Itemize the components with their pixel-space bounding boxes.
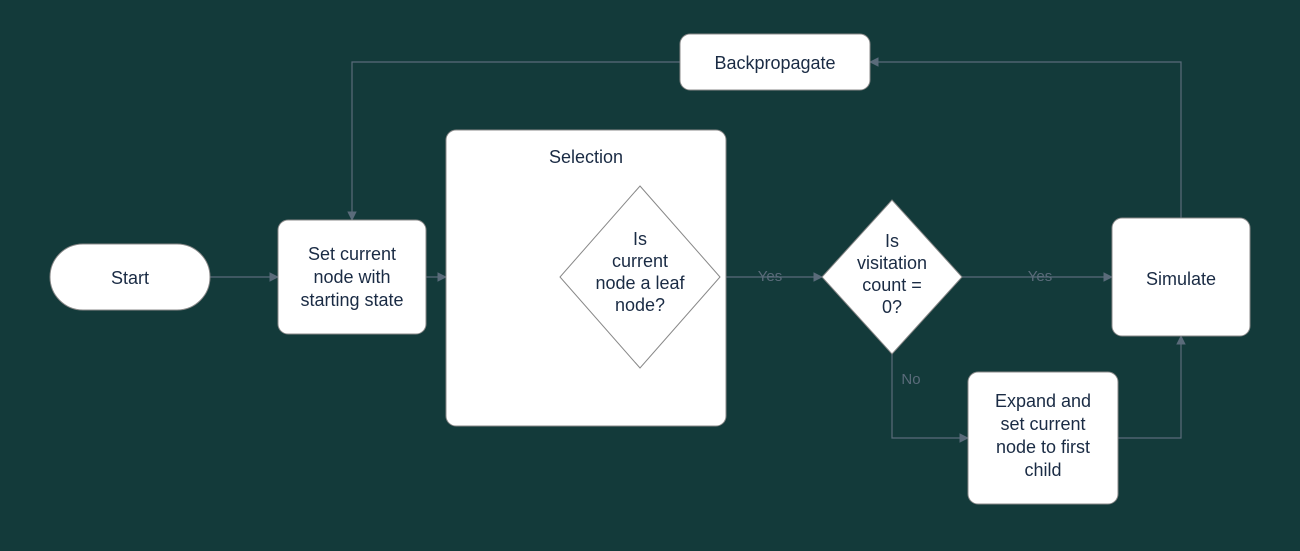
selection-group-title: Selection: [549, 147, 623, 167]
flowchart-canvas: Yes No Yes No Start Set current node wit…: [0, 0, 1300, 551]
node-backprop-label: Backpropagate: [714, 53, 835, 73]
edge-simulate-to-backprop: [870, 62, 1181, 218]
node-start-label: Start: [111, 268, 149, 288]
edge-label-leaf-yes: Yes: [758, 268, 782, 285]
node-expand-line4: child: [1024, 460, 1061, 480]
node-leafq-line2: current: [612, 251, 668, 271]
edge-visitq-to-expand: [892, 354, 968, 438]
node-leafq-line3: node a leaf: [595, 273, 685, 293]
node-visitq-line4: 0?: [882, 297, 902, 317]
node-simulate-label: Simulate: [1146, 269, 1216, 289]
node-leafq-line1: Is: [633, 229, 647, 249]
edge-expand-to-simulate: [1118, 336, 1181, 438]
node-expand-line3: node to first: [996, 437, 1090, 457]
node-expand-line2: set current: [1000, 414, 1085, 434]
node-visitq-line1: Is: [885, 231, 899, 251]
edge-label-visit-yes: Yes: [1028, 268, 1052, 285]
node-leafq-line4: node?: [615, 295, 665, 315]
node-visitq-line2: visitation: [857, 253, 927, 273]
node-setcurrent-line2: node with: [313, 267, 390, 287]
node-expand: Expand and set current node to first chi…: [968, 372, 1118, 504]
node-start: Start: [50, 244, 210, 310]
node-setcurrent: Set current node with starting state: [278, 220, 426, 334]
node-setcurrent-line3: starting state: [300, 290, 403, 310]
edge-label-visit-no: No: [901, 371, 920, 388]
node-simulate: Simulate: [1112, 218, 1250, 336]
node-setcurrent-line1: Set current: [308, 244, 396, 264]
node-visitq: Is visitation count = 0?: [822, 200, 962, 354]
node-visitq-line3: count =: [862, 275, 922, 295]
node-backprop: Backpropagate: [680, 34, 870, 90]
node-expand-line1: Expand and: [995, 391, 1091, 411]
